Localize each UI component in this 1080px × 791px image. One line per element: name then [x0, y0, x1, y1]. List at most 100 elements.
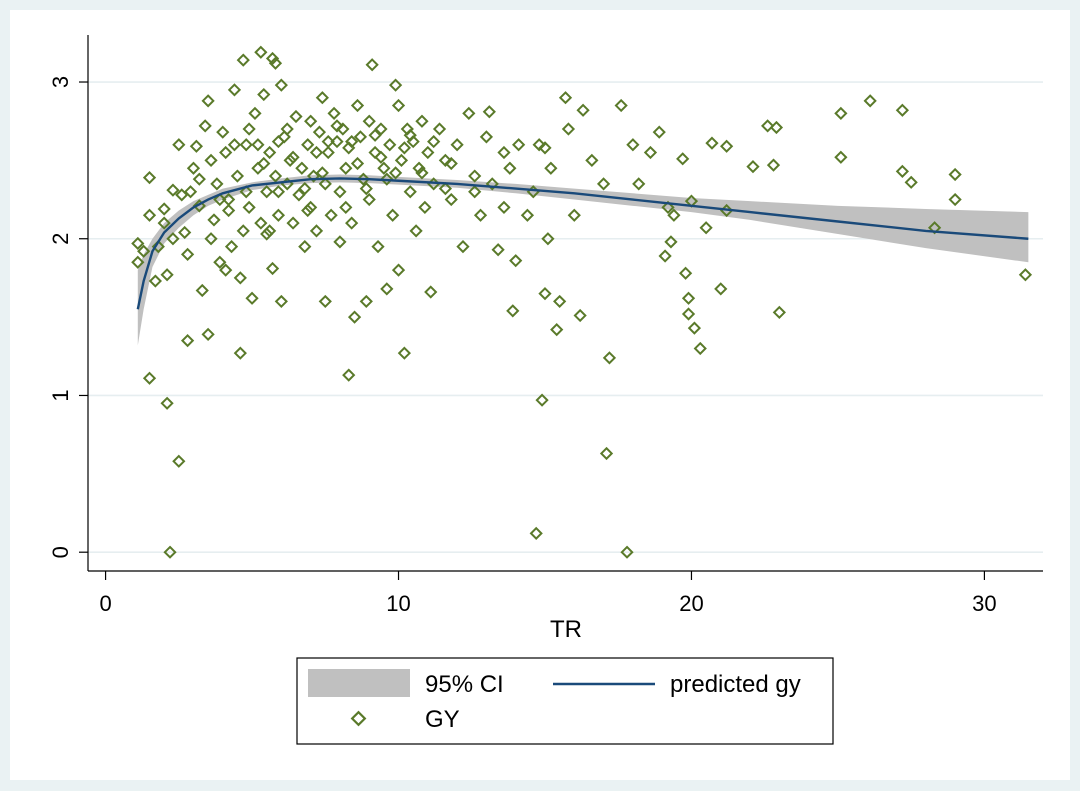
scatter-point: [573, 308, 587, 323]
legend-box: [296, 657, 834, 745]
scatter-point: [216, 125, 230, 139]
scatter-point: [661, 200, 675, 215]
scatter-point: [687, 321, 702, 335]
scatter-point: [553, 294, 567, 309]
scatter-point: [151, 239, 165, 254]
scatter-point: [242, 122, 256, 136]
scatter-point: [693, 341, 707, 356]
scatter-point: [131, 255, 145, 269]
scatter-point: [681, 291, 696, 305]
scatter-point: [198, 119, 212, 133]
scatter-point: [599, 446, 614, 461]
scatter-point: [438, 153, 453, 167]
scatter-point: [427, 134, 441, 149]
scatter-point: [180, 333, 195, 348]
scatter-point: [137, 244, 151, 258]
scatter-point: [374, 150, 388, 164]
scatter-point: [388, 78, 403, 92]
scatter-point: [567, 208, 581, 222]
scatter-point: [142, 208, 157, 222]
scatter-point: [260, 227, 274, 241]
scatter-point: [769, 120, 784, 135]
scatter-point: [289, 109, 303, 124]
scatter-point: [596, 177, 611, 191]
scatter-point: [213, 192, 227, 207]
scatter-point: [248, 106, 262, 120]
x-tick-label: 10: [386, 591, 410, 616]
scatter-point: [333, 185, 347, 199]
scatter-point: [142, 171, 157, 185]
scatter-point: [268, 56, 283, 70]
scatter-point: [462, 106, 476, 120]
scatter-point: [306, 169, 321, 183]
scatter-point: [432, 122, 447, 136]
scatter-point: [327, 106, 341, 120]
scatter-point: [315, 91, 329, 105]
scatter-point: [233, 271, 247, 285]
scatter-point: [895, 164, 910, 178]
scatter-point: [491, 243, 505, 257]
scatter-point: [403, 128, 417, 142]
scatter-point: [520, 208, 535, 222]
scatter-point: [242, 200, 256, 215]
scatter-point: [904, 175, 918, 189]
scatter-point: [318, 294, 332, 309]
scatter-point: [257, 156, 271, 171]
fit-line-layer: [136, 177, 1029, 310]
scatter-point: [544, 161, 558, 175]
scatter-point: [602, 351, 617, 365]
scatter-point: [371, 239, 385, 254]
scatter-point: [714, 282, 728, 296]
scatter-point: [497, 200, 511, 215]
x-tick-label: 0: [99, 591, 111, 616]
scatter-point: [766, 158, 781, 172]
scatter-point: [482, 105, 496, 119]
scatter-point: [388, 166, 403, 180]
scatter-point: [927, 221, 942, 235]
scatter-point: [224, 239, 239, 254]
scatter-point: [652, 125, 666, 139]
scatter-point: [541, 232, 555, 246]
scatter-point: [391, 98, 406, 113]
scatter-point: [219, 145, 233, 160]
scatter-point: [506, 304, 520, 318]
scatter-point: [509, 254, 523, 268]
scatter-point: [271, 134, 286, 149]
scatter-point: [157, 216, 171, 230]
scatter-point: [497, 145, 511, 160]
scatter-point: [201, 327, 215, 341]
scatter-point: [444, 156, 458, 171]
scatter-point: [374, 122, 388, 136]
scatter-point: [207, 213, 221, 227]
scatter-point: [345, 134, 359, 149]
scatter-point: [263, 145, 277, 160]
scatter-point: [233, 346, 247, 360]
scatter-point: [626, 138, 640, 152]
scatter-point: [286, 216, 300, 230]
scatter-point: [172, 138, 186, 152]
scatter-point: [948, 167, 962, 182]
scatter-point: [576, 103, 590, 117]
scatter-point: [538, 141, 552, 155]
scatter-point: [239, 138, 253, 152]
scatter-point: [485, 177, 499, 191]
scatter-point: [189, 139, 204, 153]
scatter-point: [705, 136, 719, 150]
scatter-point: [298, 239, 312, 254]
scatter-point: [444, 192, 458, 207]
scatter-point: [321, 134, 335, 149]
fit-line: [136, 177, 1029, 310]
scatter-point: [254, 216, 268, 230]
scatter-point: [678, 266, 693, 280]
y-tick-label: 1: [48, 389, 73, 401]
scatter-point: [280, 122, 294, 136]
scatter-point: [251, 138, 265, 152]
x-axis-title: TR: [550, 616, 582, 643]
scatter-point: [529, 526, 543, 541]
y-tick-label: 2: [48, 233, 73, 245]
scatter-point: [535, 393, 549, 407]
scatter-point: [614, 98, 628, 113]
scatter-point: [304, 114, 318, 128]
scatter-point: [301, 138, 315, 152]
scatter-point: [236, 224, 250, 238]
